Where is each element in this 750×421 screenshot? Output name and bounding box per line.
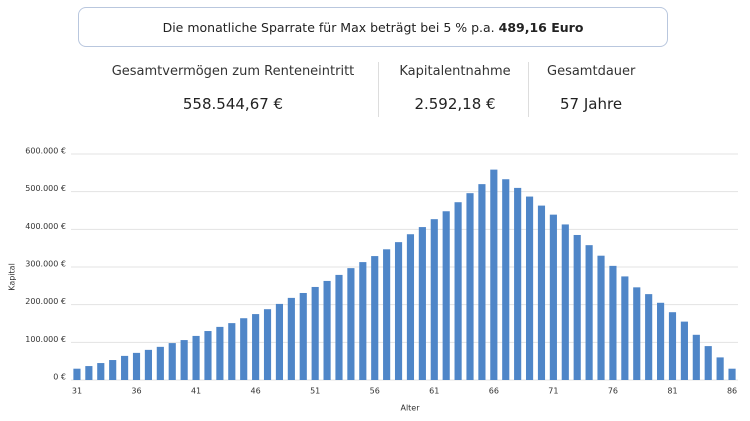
bar bbox=[597, 255, 605, 380]
bar bbox=[192, 335, 200, 380]
bar bbox=[525, 196, 534, 380]
y-tick-label: 0 € bbox=[53, 373, 66, 382]
bar bbox=[633, 287, 641, 380]
stat-value: 558.544,67 € bbox=[182, 95, 284, 113]
bar bbox=[418, 227, 426, 380]
stat-label: Kapitalentnahme bbox=[399, 64, 511, 79]
stat: Gesamtdauer 57 Jahre bbox=[547, 64, 647, 113]
stat: Gesamtvermögen zum Renteneintritt 558.54… bbox=[103, 64, 363, 113]
bar bbox=[609, 265, 617, 380]
divider bbox=[378, 62, 379, 117]
bar bbox=[502, 179, 510, 380]
bar bbox=[240, 318, 248, 380]
bar bbox=[275, 303, 284, 380]
bar bbox=[561, 224, 569, 380]
y-axis-label: Kapital bbox=[8, 263, 17, 291]
bar bbox=[621, 276, 629, 380]
bar bbox=[394, 242, 403, 380]
bar bbox=[549, 214, 557, 380]
y-tick-label: 400.000 € bbox=[25, 222, 66, 231]
bar bbox=[692, 334, 700, 380]
bar bbox=[335, 274, 343, 380]
bar bbox=[263, 309, 272, 380]
bar bbox=[347, 268, 355, 380]
bar bbox=[180, 340, 188, 380]
y-tick-label: 100.000 € bbox=[25, 335, 66, 344]
stat-label: Gesamtdauer bbox=[547, 64, 636, 79]
x-tick-label: 51 bbox=[310, 387, 320, 396]
x-tick-label: 46 bbox=[251, 387, 261, 396]
bar bbox=[228, 323, 236, 380]
x-tick-label: 81 bbox=[667, 387, 677, 396]
stat-value: 57 Jahre bbox=[560, 95, 623, 113]
bar bbox=[97, 363, 105, 380]
x-tick-label: 41 bbox=[191, 387, 201, 396]
bar bbox=[680, 321, 688, 380]
stat-value: 2.592,18 € bbox=[414, 95, 496, 113]
bar bbox=[466, 193, 474, 380]
x-tick-label: 66 bbox=[489, 387, 499, 396]
bar bbox=[454, 202, 462, 380]
bar bbox=[311, 286, 319, 380]
banner-text: Die monatliche Sparrate für Max beträgt … bbox=[162, 19, 495, 35]
x-tick-label: 71 bbox=[548, 387, 558, 396]
bar bbox=[657, 302, 665, 380]
bar bbox=[406, 234, 415, 380]
bar bbox=[299, 292, 307, 380]
banner: Die monatliche Sparrate für Max beträgt … bbox=[78, 7, 668, 47]
bar bbox=[585, 245, 593, 380]
divider bbox=[528, 62, 529, 117]
bar bbox=[514, 187, 522, 380]
y-tick-label: 300.000 € bbox=[25, 260, 66, 269]
bar bbox=[645, 294, 653, 380]
bar bbox=[323, 280, 331, 380]
x-axis-label: Alter bbox=[400, 404, 420, 413]
bar bbox=[490, 169, 498, 380]
bar bbox=[252, 314, 260, 380]
bar bbox=[430, 219, 438, 380]
y-tick-label: 600.000 € bbox=[25, 147, 66, 156]
bar bbox=[371, 256, 379, 380]
bar bbox=[121, 355, 129, 380]
bar bbox=[156, 346, 164, 380]
stat-label: Gesamtvermögen zum Renteneintritt bbox=[111, 64, 355, 79]
x-tick-label: 76 bbox=[608, 387, 618, 396]
bar bbox=[668, 312, 677, 380]
bar bbox=[537, 205, 546, 380]
bar bbox=[109, 360, 117, 380]
banner-highlight: 489,16 Euro bbox=[498, 19, 584, 35]
stat: Kapitalentnahme 2.592,18 € bbox=[385, 64, 525, 113]
x-tick-label: 31 bbox=[72, 387, 82, 396]
x-tick-label: 61 bbox=[429, 387, 439, 396]
y-tick-label: 500.000 € bbox=[25, 184, 66, 193]
bar bbox=[478, 184, 486, 380]
bar bbox=[573, 234, 581, 380]
bar bbox=[73, 368, 81, 380]
bar bbox=[704, 346, 712, 380]
bar bbox=[144, 349, 152, 380]
x-tick-label: 56 bbox=[370, 387, 380, 396]
bar bbox=[287, 297, 295, 380]
x-tick-label: 86 bbox=[727, 387, 737, 396]
bar bbox=[216, 326, 224, 380]
bar bbox=[728, 368, 736, 380]
bar bbox=[132, 352, 141, 380]
bar bbox=[716, 357, 724, 380]
bar bbox=[383, 249, 391, 380]
bar bbox=[359, 262, 367, 380]
bar bbox=[442, 211, 450, 380]
bar bbox=[204, 331, 212, 380]
bar bbox=[85, 366, 93, 380]
bar bbox=[168, 343, 176, 380]
x-tick-label: 36 bbox=[131, 387, 141, 396]
y-tick-label: 200.000 € bbox=[25, 297, 66, 306]
